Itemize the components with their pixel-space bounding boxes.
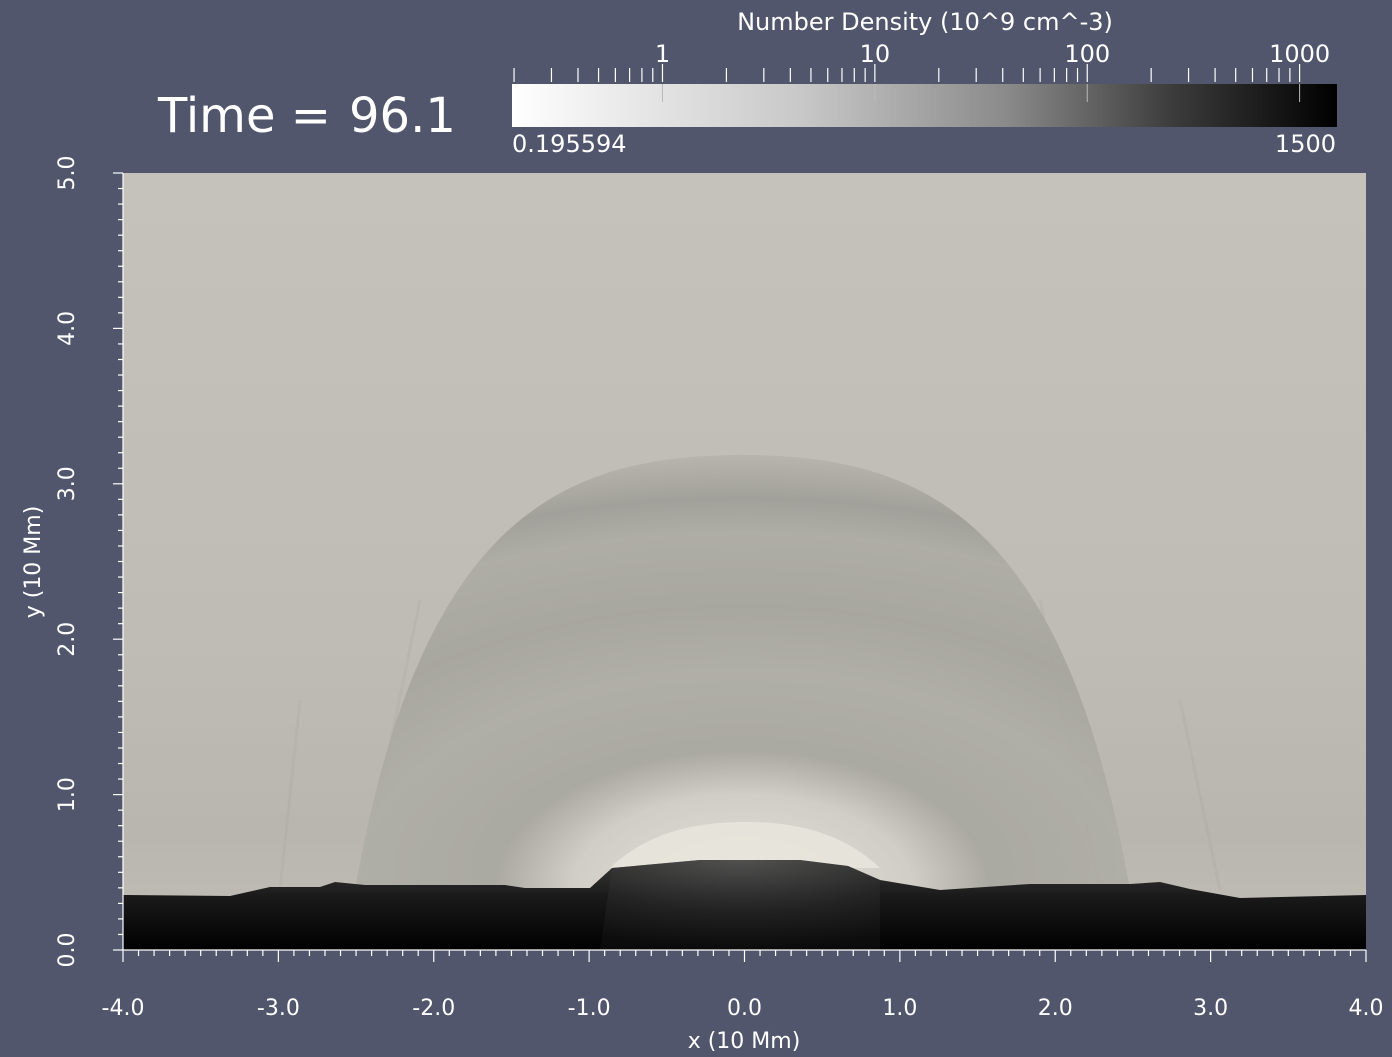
x-tick-label: 4.0	[1349, 996, 1384, 1021]
y-axis-label: y (10 Mm)	[21, 506, 46, 619]
y-tick-label: 5.0	[55, 156, 80, 191]
x-axis-ticks: -4.0 -3.0 -2.0 -1.0 0.0 1.0 2.0 3.0 4.0	[102, 950, 1384, 1021]
x-tick-label: -4.0	[102, 996, 145, 1021]
x-tick-label: -1.0	[568, 996, 611, 1021]
x-tick-label: -2.0	[412, 996, 455, 1021]
colorbar-max-label: 1500	[1275, 130, 1336, 158]
colorbar-min-label: 0.195594	[512, 130, 627, 158]
x-axis-label: x (10 Mm)	[688, 1029, 801, 1054]
x-tick-label: 2.0	[1038, 996, 1073, 1021]
colorbar	[512, 84, 1337, 127]
colorbar-ticks: 1 10 100 1000	[513, 40, 1330, 102]
x-tick-label: 0.0	[727, 996, 762, 1021]
x-tick-label: 1.0	[882, 996, 917, 1021]
colorbar-tick-label: 10	[860, 40, 891, 68]
time-value: 96.1	[349, 88, 456, 144]
heatmap	[123, 173, 1366, 950]
y-tick-label: 4.0	[55, 311, 80, 346]
y-tick-label: 0.0	[55, 933, 80, 968]
y-tick-label: 3.0	[55, 466, 80, 501]
colorbar-tick-label: 1000	[1269, 40, 1330, 68]
x-tick-label: 3.0	[1193, 996, 1228, 1021]
y-axis-ticks: 0.0 1.0 2.0 3.0 4.0 5.0	[55, 156, 123, 968]
colorbar-title: Number Density (10^9 cm^-3)	[737, 8, 1113, 36]
loop-system	[355, 455, 1130, 890]
y-tick-label: 1.0	[55, 777, 80, 812]
colorbar-tick-label: 100	[1064, 40, 1110, 68]
time-label: Time =	[158, 88, 331, 144]
colorbar-tick-label: 1	[655, 40, 670, 68]
y-tick-label: 2.0	[55, 622, 80, 657]
x-tick-label: -3.0	[257, 996, 300, 1021]
